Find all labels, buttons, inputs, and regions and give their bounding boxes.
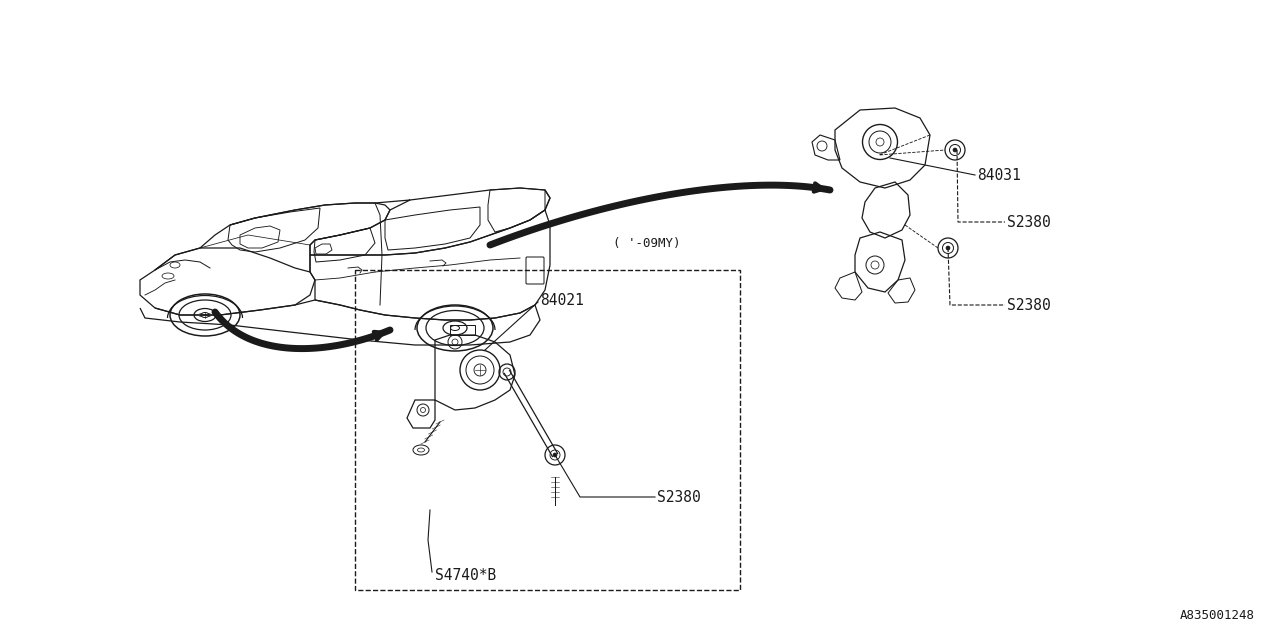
Ellipse shape — [553, 453, 557, 457]
Text: S2380: S2380 — [657, 490, 700, 504]
Text: A835001248: A835001248 — [1180, 609, 1254, 622]
Text: 84031: 84031 — [977, 168, 1020, 182]
Text: S2380: S2380 — [1007, 214, 1051, 230]
Ellipse shape — [946, 246, 950, 250]
Bar — [355, 270, 740, 590]
Text: S4740*B: S4740*B — [435, 568, 497, 582]
Text: ( '-09MY): ( '-09MY) — [613, 237, 681, 250]
Ellipse shape — [954, 148, 957, 152]
Text: 84021: 84021 — [540, 292, 584, 307]
Text: S2380: S2380 — [1007, 298, 1051, 312]
